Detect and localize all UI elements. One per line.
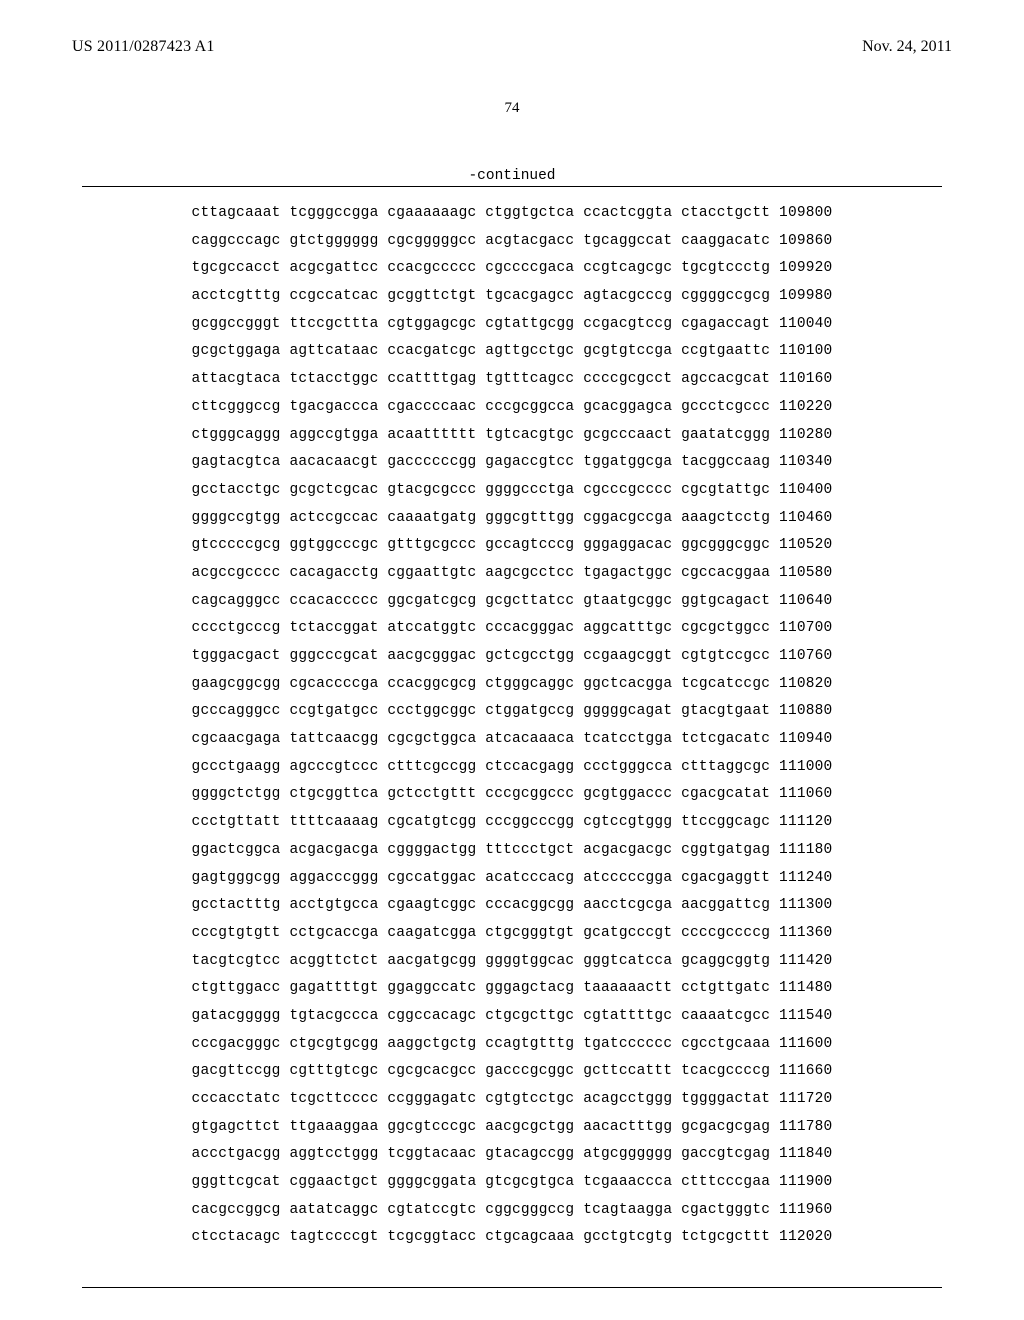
sequence-block: cttagcaaat tcgggccgga cgaaaaaagc ctggtgc…	[0, 206, 1024, 1258]
sequence-row: cagcagggcc ccacaccccc ggcgatcgcg gcgctta…	[192, 594, 833, 609]
sequence-row: cccacctatc tcgcttcccc ccgggagatc cgtgtcc…	[192, 1092, 833, 1107]
page-number: 74	[0, 100, 1024, 117]
sequence-row: gagtgggcgg aggacccggg cgccatggac acatccc…	[192, 871, 833, 886]
sequence-row: tgcgccacct acgcgattcc ccacgccccc cgccccg…	[192, 261, 833, 276]
publication-date: Nov. 24, 2011	[862, 38, 952, 56]
sequence-row: gagtacgtca aacacaacgt gaccccccgg gagaccg…	[192, 455, 833, 470]
sequence-row: gcggccgggt ttccgcttta cgtggagcgc cgtattg…	[192, 317, 833, 332]
sequence-row: ctcctacagc tagtccccgt tcgcggtacc ctgcagc…	[192, 1230, 833, 1245]
sequence-row: acctcgtttg ccgccatcac gcggttctgt tgcacga…	[192, 289, 833, 304]
sequence-row: cgcaacgaga tattcaacgg cgcgctggca atcacaa…	[192, 732, 833, 747]
sequence-row: cttagcaaat tcgggccgga cgaaaaaagc ctggtgc…	[192, 206, 833, 221]
rule-bottom	[82, 1287, 942, 1288]
sequence-row: cacgccggcg aatatcaggc cgtatccgtc cggcggg…	[192, 1203, 833, 1218]
sequence-row: ggggctctgg ctgcggttca gctcctgttt cccgcgg…	[192, 787, 833, 802]
sequence-row: gtcccccgcg ggtggcccgc gtttgcgccc gccagtc…	[192, 538, 833, 553]
sequence-row: gcccagggcc ccgtgatgcc ccctggcggc ctggatg…	[192, 704, 833, 719]
sequence-row: gatacggggg tgtacgccca cggccacagc ctgcgct…	[192, 1009, 833, 1024]
sequence-row: tacgtcgtcc acggttctct aacgatgcgg ggggtgg…	[192, 954, 833, 969]
sequence-row: cccgacgggc ctgcgtgcgg aaggctgctg ccagtgt…	[192, 1037, 833, 1052]
continued-label: -continued	[0, 168, 1024, 184]
sequence-row: caggcccagc gtctgggggg cgcgggggcc acgtacg…	[192, 234, 833, 249]
sequence-row: attacgtaca tctacctggc ccattttgag tgtttca…	[192, 372, 833, 387]
sequence-row: gccctgaagg agcccgtccc ctttcgccgg ctccacg…	[192, 760, 833, 775]
sequence-row: gacgttccgg cgtttgtcgc cgcgcacgcc gacccgc…	[192, 1064, 833, 1079]
sequence-row: ggactcggca acgacgacga cggggactgg tttccct…	[192, 843, 833, 858]
sequence-row: gcctacctgc gcgctcgcac gtacgcgccc ggggccc…	[192, 483, 833, 498]
sequence-row: gaagcggcgg cgcaccccga ccacggcgcg ctgggca…	[192, 677, 833, 692]
sequence-row: ctgggcaggg aggccgtgga acaatttttt tgtcacg…	[192, 428, 833, 443]
sequence-row: accctgacgg aggtcctggg tcggtacaac gtacagc…	[192, 1147, 833, 1162]
sequence-row: ccctgttatt ttttcaaaag cgcatgtcgg cccggcc…	[192, 815, 833, 830]
sequence-row: cccctgcccg tctaccggat atccatggtc cccacgg…	[192, 621, 833, 636]
page: US 2011/0287423 A1 Nov. 24, 2011 74 -con…	[0, 0, 1024, 1320]
sequence-row: ggggccgtgg actccgccac caaaatgatg gggcgtt…	[192, 511, 833, 526]
sequence-row: gcgctggaga agttcataac ccacgatcgc agttgcc…	[192, 344, 833, 359]
sequence-row: tgggacgact gggcccgcat aacgcgggac gctcgcc…	[192, 649, 833, 664]
sequence-row: gcctactttg acctgtgcca cgaagtcggc cccacgg…	[192, 898, 833, 913]
sequence-row: cttcgggccg tgacgaccca cgaccccaac cccgcgg…	[192, 400, 833, 415]
sequence-row: gtgagcttct ttgaaaggaa ggcgtcccgc aacgcgc…	[192, 1120, 833, 1135]
rule-top	[82, 186, 942, 187]
publication-number: US 2011/0287423 A1	[72, 38, 215, 56]
sequence-row: gggttcgcat cggaactgct ggggcggata gtcgcgt…	[192, 1175, 833, 1190]
sequence-row: ctgttggacc gagattttgt ggaggccatc gggagct…	[192, 981, 833, 996]
sequence-row: acgccgcccc cacagacctg cggaattgtc aagcgcc…	[192, 566, 833, 581]
sequence-row: cccgtgtgtt cctgcaccga caagatcgga ctgcggg…	[192, 926, 833, 941]
